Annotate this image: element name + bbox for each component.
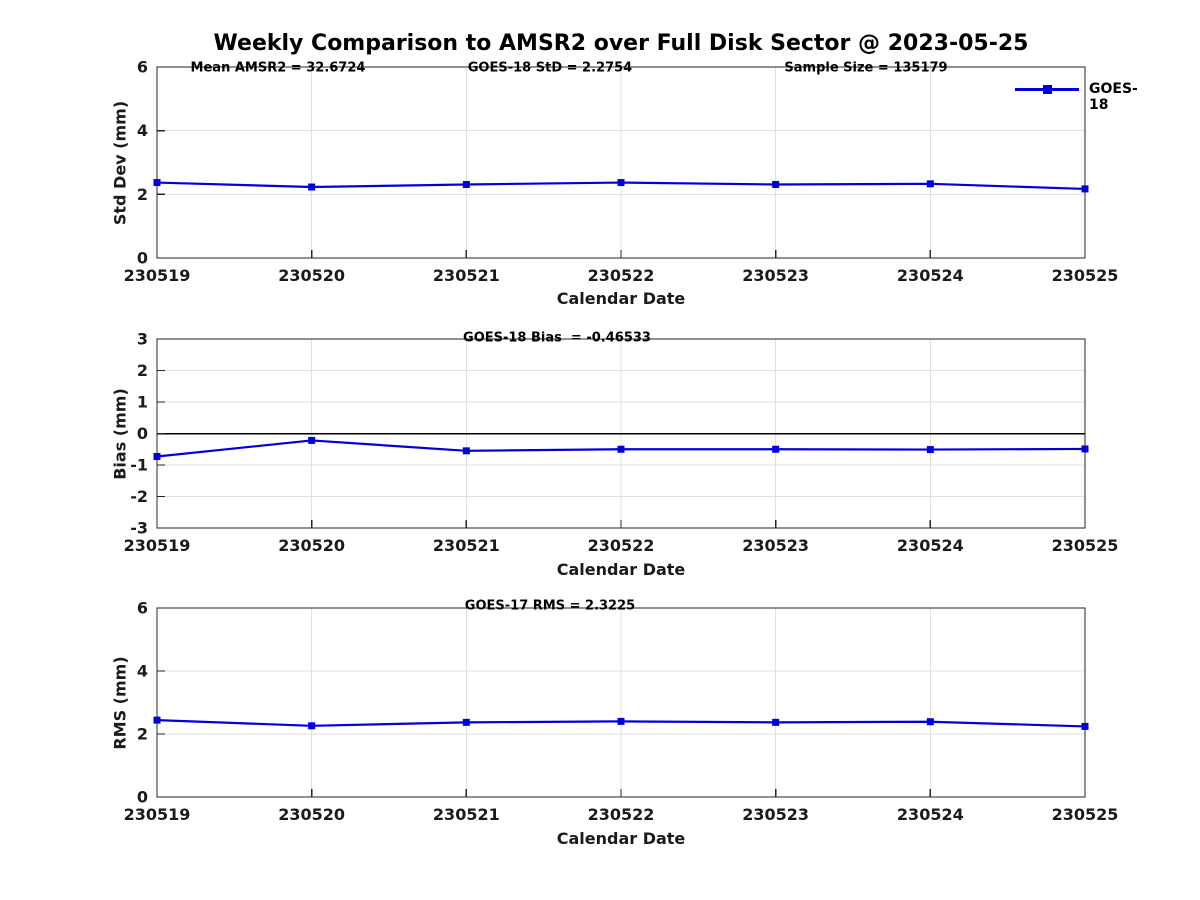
x-tick-label: 230522 <box>588 266 655 285</box>
x-tick-label: 230519 <box>124 805 191 824</box>
x-tick-label: 230523 <box>742 536 809 555</box>
x-tick-label: 230522 <box>588 805 655 824</box>
x-tick-label: 230525 <box>1052 266 1119 285</box>
ylabel-bias: Bias (mm) <box>110 388 130 480</box>
x-tick-label: 230521 <box>433 805 500 824</box>
x-tick-label: 230519 <box>124 536 191 555</box>
data-point-marker <box>308 183 316 191</box>
y-tick-label: 1 <box>137 393 148 412</box>
y-tick-label: 2 <box>137 185 148 204</box>
data-point-marker <box>308 436 316 444</box>
data-point-marker <box>926 180 934 188</box>
y-tick-label: -1 <box>130 456 148 475</box>
x-tick-label: 230522 <box>588 536 655 555</box>
annotation-sample-size: Sample Size = 135179 <box>784 60 948 76</box>
y-tick-label: 0 <box>137 249 148 268</box>
x-tick-label: 230520 <box>278 266 345 285</box>
data-point-marker <box>153 452 161 460</box>
x-tick-label: 230525 <box>1052 536 1119 555</box>
y-tick-label: 0 <box>137 788 148 807</box>
x-tick-label: 230524 <box>897 805 964 824</box>
figure-title: Weekly Comparison to AMSR2 over Full Dis… <box>213 31 1029 56</box>
x-tick-label: 230523 <box>742 805 809 824</box>
y-tick-label: 4 <box>137 121 148 140</box>
data-point-marker <box>153 179 161 187</box>
annotation-mean-amsr2: Mean AMSR2 = 32.6724 <box>190 60 366 76</box>
x-tick-label: 230519 <box>124 266 191 285</box>
xlabel-calendar-date-2: Calendar Date <box>556 560 686 579</box>
data-point-marker <box>772 718 780 726</box>
data-point-marker <box>462 718 470 726</box>
x-tick-label: 230520 <box>278 805 345 824</box>
x-tick-label: 230524 <box>897 266 964 285</box>
data-point-marker <box>617 445 625 453</box>
y-tick-label: 3 <box>137 330 148 349</box>
data-point-marker <box>772 445 780 453</box>
data-point-marker <box>926 446 934 454</box>
y-tick-label: 2 <box>137 361 148 380</box>
legend-label: GOES-18 <box>1089 81 1138 113</box>
ylabel-std-dev: Std Dev (mm) <box>110 100 130 226</box>
x-tick-label: 230521 <box>433 266 500 285</box>
y-tick-label: 2 <box>137 725 148 744</box>
y-tick-label: -2 <box>130 487 148 506</box>
xlabel-calendar-date-1: Calendar Date <box>556 289 686 308</box>
data-point-marker <box>462 447 470 455</box>
y-tick-label: -3 <box>130 519 148 538</box>
legend-square-marker-icon <box>1043 85 1052 94</box>
y-tick-label: 6 <box>137 58 148 77</box>
data-point-marker <box>772 180 780 188</box>
y-tick-label: 4 <box>137 662 148 681</box>
rms-plot-title: GOES-17 RMS = 2.3225 <box>464 598 636 614</box>
data-point-marker <box>1081 185 1089 193</box>
y-tick-label: 6 <box>137 599 148 618</box>
x-tick-label: 230525 <box>1052 805 1119 824</box>
data-point-marker <box>153 716 161 724</box>
x-tick-label: 230524 <box>897 536 964 555</box>
data-point-marker <box>462 180 470 188</box>
y-tick-label: 0 <box>137 424 148 443</box>
bias-plot-title: GOES-18 Bias = -0.46533 <box>463 330 651 346</box>
data-point-marker <box>926 718 934 726</box>
xlabel-calendar-date-3: Calendar Date <box>556 829 686 848</box>
x-tick-label: 230523 <box>742 266 809 285</box>
annotation-goes18-std: GOES-18 StD = 2.2754 <box>467 60 633 76</box>
data-point-marker <box>308 722 316 730</box>
x-tick-label: 230521 <box>433 536 500 555</box>
data-point-marker <box>617 717 625 725</box>
ylabel-rms: RMS (mm) <box>110 656 130 750</box>
data-point-marker <box>1081 445 1089 453</box>
x-tick-label: 230520 <box>278 536 345 555</box>
data-point-marker <box>1081 722 1089 730</box>
data-point-marker <box>617 179 625 187</box>
